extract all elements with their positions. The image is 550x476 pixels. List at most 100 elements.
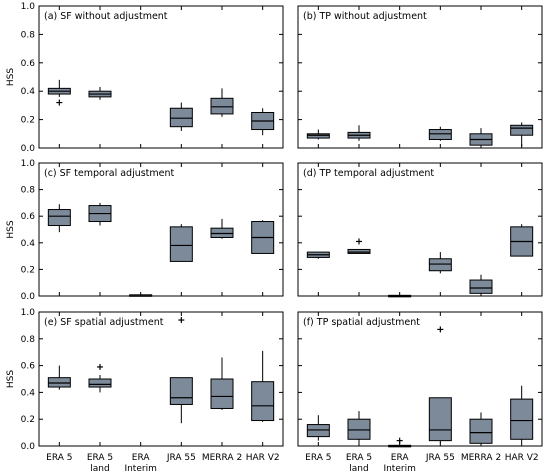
box-jra-55: [169, 102, 193, 131]
plot-frame: [38, 311, 284, 447]
iqr-box: [347, 248, 371, 254]
iqr-box: [510, 398, 534, 440]
x-category-label: ERA 5 land: [87, 453, 113, 474]
y-axis-label: HSS: [6, 370, 16, 388]
iqr-box: [210, 227, 234, 238]
box-jra-55: [428, 252, 452, 274]
y-tick-label: 0.2: [21, 116, 35, 126]
x-category-label: JRA 55: [425, 453, 455, 463]
box-har-v2: [251, 220, 275, 254]
box-merra-2: [469, 412, 493, 446]
x-category-label: ERA 5: [46, 453, 72, 463]
panel-title: (a) SF without adjustment: [44, 11, 168, 22]
box-merra-2: [469, 128, 493, 148]
box-jra-55: [428, 326, 452, 444]
y-tick-label: 0.6: [21, 212, 36, 222]
panel-e: (e) SF spatial adjustment 0.0 0.2 0.4 0.6 0.8…: [6, 308, 284, 474]
x-category-label: ERA 5 land: [346, 453, 372, 474]
x-category-label: HAR V2: [505, 453, 539, 463]
panel-title: (e) SF spatial adjustment: [44, 317, 164, 328]
y-tick-label: 0.6: [21, 59, 36, 69]
box-merra-2: [210, 218, 234, 239]
y-tick-label: 0.0: [21, 442, 36, 452]
plot-frame: [297, 5, 543, 149]
plot-frame: [297, 311, 543, 447]
iqr-box: [47, 209, 71, 227]
box-era-5-land: [88, 202, 112, 226]
iqr-box: [88, 378, 112, 388]
iqr-box: [306, 424, 330, 438]
box-era-interim: [388, 437, 412, 448]
box-era-5-land: [347, 125, 371, 141]
box-era-interim: [388, 294, 412, 298]
box-era-5: [306, 251, 330, 259]
iqr-box: [210, 378, 234, 409]
plot-frame: [297, 162, 543, 297]
box-era-5-land: [347, 411, 371, 442]
box-era-5-land: [88, 363, 112, 393]
box-era-5: [47, 204, 71, 233]
y-tick-label: 0.0: [21, 144, 36, 154]
x-category-label: MERRA 2: [461, 453, 501, 463]
box-jra-55: [169, 317, 193, 424]
iqr-box: [469, 279, 493, 294]
y-tick-label: 0.4: [21, 388, 36, 398]
y-tick-label: 1.0: [21, 159, 36, 169]
plot-frame: [38, 5, 284, 149]
iqr-box: [428, 258, 452, 272]
box-era-5-land: [347, 238, 371, 254]
box-merra-2: [469, 274, 493, 296]
box-era-5: [306, 129, 330, 140]
iqr-box: [510, 124, 534, 136]
panel-a: (a) SF without adjustment 0.0 0.2 0.4 0.6 0.8…: [6, 2, 284, 154]
y-tick-label: 1.0: [21, 2, 36, 12]
x-category-label: ERA Interim: [124, 453, 156, 474]
box-era-5: [306, 415, 330, 441]
iqr-box: [306, 133, 330, 139]
y-axis-label: HSS: [6, 68, 16, 86]
iqr-box: [169, 226, 193, 262]
panel-b: (b) TP without adjustment: [297, 5, 543, 149]
x-category-label: JRA 55: [166, 453, 196, 463]
y-tick-label: 0.8: [21, 30, 36, 40]
box-jra-55: [428, 126, 452, 141]
panel-title: (f) TP spatial adjustment: [303, 317, 420, 328]
iqr-box: [347, 418, 371, 440]
iqr-box: [469, 418, 493, 444]
box-jra-55: [169, 224, 193, 262]
box-era-interim: [129, 294, 153, 297]
y-tick-label: 0.8: [21, 186, 36, 196]
y-tick-label: 0.6: [21, 362, 36, 372]
y-tick-label: 1.0: [21, 308, 36, 318]
iqr-box: [47, 377, 71, 388]
y-tick-label: 0.4: [21, 87, 36, 97]
y-axis-label: HSS: [6, 220, 16, 238]
box-merra-2: [210, 88, 234, 117]
box-har-v2: [510, 385, 534, 442]
panel-f: (f) TP spatial adjustment ERA 5 ERA 5 land E…: [297, 311, 543, 474]
box-har-v2: [251, 108, 275, 136]
box-har-v2: [510, 224, 534, 257]
iqr-box: [210, 97, 234, 115]
panel-c: (c) SF temporal adjustment 0.0 0.2 0.4 0.6 0.…: [6, 159, 284, 302]
y-tick-label: 0.0: [21, 292, 36, 302]
y-tick-label: 0.2: [21, 265, 35, 275]
box-merra-2: [210, 357, 234, 410]
box-era-5-land: [88, 86, 112, 100]
x-category-label: HAR V2: [246, 453, 280, 463]
y-tick-label: 0.2: [21, 415, 35, 425]
x-category-label: ERA Interim: [383, 453, 415, 474]
iqr-box: [428, 397, 452, 442]
iqr-box: [169, 107, 193, 128]
y-tick-label: 0.4: [21, 239, 36, 249]
box-era-5: [47, 365, 71, 390]
box-era-5: [47, 79, 71, 106]
panel-title: (c) SF temporal adjustment: [44, 168, 175, 179]
x-category-label: ERA 5: [305, 453, 331, 463]
iqr-box: [428, 129, 452, 140]
box-har-v2: [510, 122, 534, 147]
box-har-v2: [251, 350, 275, 422]
x-category-label: MERRA 2: [202, 453, 242, 463]
panel-d: (d) TP temporal adjustment: [297, 162, 543, 298]
